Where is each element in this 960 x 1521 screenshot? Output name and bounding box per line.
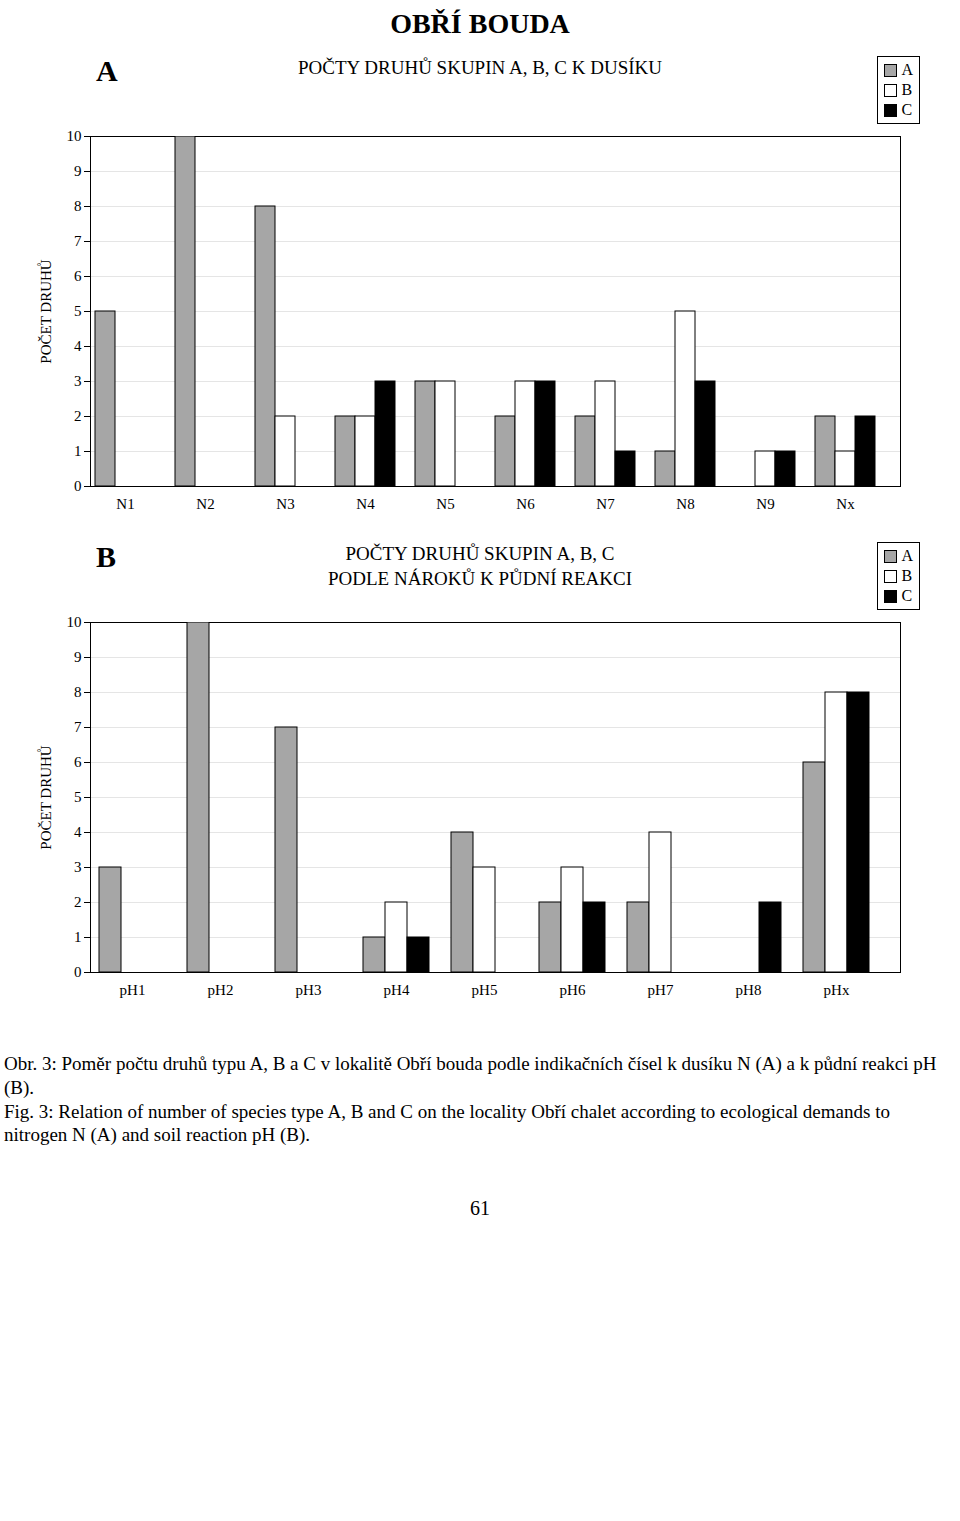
- html-text:POČTY DRUHŮ SKUPIN A, B, C POD: POČTY DRUHŮ SKUPIN A, B, C PODLE NÁROKŮ …: [328, 543, 632, 589]
- html-text:B: B: [901, 81, 913, 98]
- svg-text:5: 5: [74, 789, 82, 805]
- svg-text:Nx: Nx: [836, 496, 855, 512]
- svg-text:N3: N3: [276, 496, 294, 512]
- svg-text:3: 3: [74, 373, 82, 389]
- svg-text:pH1: pH1: [120, 982, 146, 998]
- svg-text:POČET DRUHŮ: POČET DRUHŮ: [37, 259, 54, 363]
- svg-text:4: 4: [74, 338, 82, 354]
- svg-text:7: 7: [74, 719, 82, 735]
- svg-text:pH8: pH8: [736, 982, 762, 998]
- svg-text:10: 10: [67, 614, 82, 630]
- html-text:C: C: [901, 101, 913, 118]
- svg-text:6: 6: [74, 754, 82, 770]
- svg-text:0: 0: [74, 478, 82, 494]
- html-text:B: B: [96, 540, 116, 573]
- svg-text:N6: N6: [516, 496, 535, 512]
- svg-text:8: 8: [74, 684, 82, 700]
- svg-text:POČET DRUHŮ: POČET DRUHŮ: [37, 745, 54, 849]
- html-text:POČTY DRUHŮ SKUPIN A, B, C K D: POČTY DRUHŮ SKUPIN A, B, C K DUSÍKU: [298, 57, 662, 78]
- svg-text:1: 1: [74, 443, 82, 459]
- svg-text:3: 3: [74, 859, 82, 875]
- svg-text:2: 2: [74, 408, 82, 424]
- html-text:Fig. 3: Relation of number of: Fig. 3: Relation of number of species ty…: [4, 1100, 890, 1146]
- svg-text:N2: N2: [196, 496, 214, 512]
- svg-text:pHx: pHx: [824, 982, 850, 998]
- html-text:B: B: [901, 567, 913, 584]
- html-text:A: A: [901, 61, 913, 78]
- html-text:61: 61: [470, 1197, 490, 1219]
- svg-text:N1: N1: [116, 496, 134, 512]
- svg-text:9: 9: [74, 649, 82, 665]
- html-text:A: A: [901, 547, 913, 564]
- html-text:A: A: [96, 54, 118, 87]
- svg-text:pH2: pH2: [208, 982, 234, 998]
- svg-text:9: 9: [74, 163, 82, 179]
- svg-text:10: 10: [67, 128, 82, 144]
- svg-text:4: 4: [74, 824, 82, 840]
- svg-text:pH4: pH4: [384, 982, 410, 998]
- svg-text:pH5: pH5: [472, 982, 498, 998]
- svg-text:N9: N9: [756, 496, 774, 512]
- svg-text:8: 8: [74, 198, 82, 214]
- svg-text:pH3: pH3: [296, 982, 322, 998]
- svg-text:0: 0: [74, 964, 82, 980]
- svg-text:N4: N4: [356, 496, 375, 512]
- svg-text:7: 7: [74, 233, 82, 249]
- svg-text:6: 6: [74, 268, 82, 284]
- html-text:C: C: [901, 587, 913, 604]
- svg-text:5: 5: [74, 303, 82, 319]
- html-text:Obr. 3: Poměr počtu druhů typu: Obr. 3: Poměr počtu druhů typu A, B a C …: [4, 1053, 937, 1098]
- svg-text:N8: N8: [676, 496, 694, 512]
- svg-text:pH6: pH6: [560, 982, 586, 998]
- svg-text:pH7: pH7: [648, 982, 674, 998]
- html-text:OBŘÍ BOUDA: OBŘÍ BOUDA: [390, 8, 570, 39]
- svg-text:N7: N7: [596, 496, 615, 512]
- svg-text:N5: N5: [436, 496, 454, 512]
- svg-text:2: 2: [74, 894, 82, 910]
- svg-text:1: 1: [74, 929, 82, 945]
